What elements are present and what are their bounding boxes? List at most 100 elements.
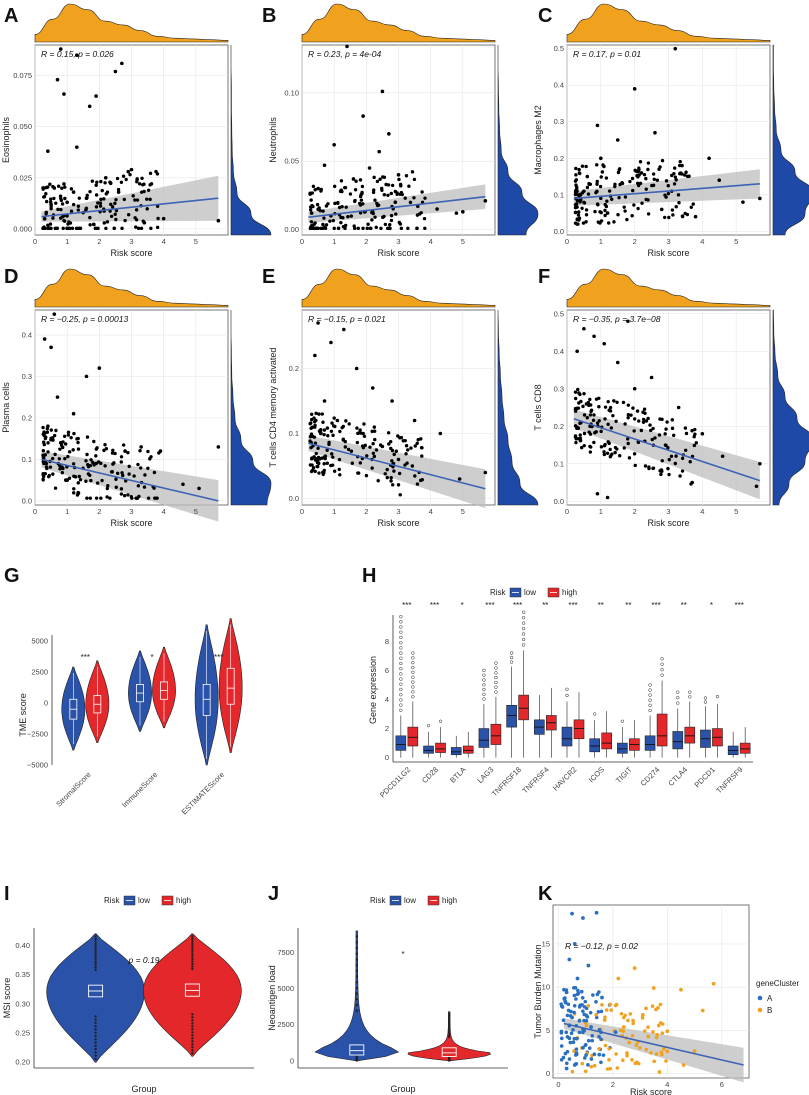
- y-tick-label: 0.25: [15, 1029, 30, 1038]
- data-point: [612, 399, 616, 403]
- data-point: [646, 161, 651, 165]
- data-point: [599, 219, 604, 223]
- k-legend-swatch-B: [757, 1007, 763, 1013]
- x-category-label: ImmuneScore: [120, 770, 159, 809]
- data-point: [412, 418, 417, 423]
- data-point: [58, 47, 63, 51]
- data-point-a: [597, 1052, 602, 1057]
- data-point: [51, 216, 55, 220]
- data-point: [670, 208, 675, 212]
- outlier: [648, 688, 652, 692]
- outlier: [94, 935, 97, 938]
- data-point: [77, 474, 82, 479]
- data-point: [86, 472, 91, 476]
- outlier: [355, 1009, 358, 1012]
- h-legend-label-low: low: [524, 588, 536, 597]
- i-legend-title: Risk: [104, 896, 121, 905]
- data-point: [103, 181, 107, 185]
- data-point: [592, 440, 596, 445]
- outlier: [448, 1026, 451, 1030]
- data-point: [630, 1058, 634, 1062]
- h-legend-title: Risk: [490, 588, 507, 597]
- outlier: [438, 719, 443, 723]
- outlier: [191, 1016, 194, 1019]
- data-point: [197, 486, 201, 491]
- data-point: [649, 375, 654, 380]
- data-point: [115, 176, 120, 181]
- data-point: [100, 478, 104, 483]
- data-point: [358, 428, 362, 432]
- data-point: [103, 442, 107, 447]
- data-point: [309, 211, 314, 215]
- outlier: [482, 678, 486, 682]
- data-point: [608, 409, 613, 413]
- p-value-annotation: p = 0.19: [128, 955, 160, 965]
- data-point: [588, 397, 592, 402]
- data-point: [156, 216, 160, 221]
- data-point: [122, 493, 127, 498]
- data-point: [89, 458, 93, 462]
- data-point: [78, 226, 82, 231]
- outlier: [521, 632, 526, 636]
- x-category-label: HAVCR2: [551, 765, 578, 792]
- data-point: [688, 459, 692, 464]
- data-point: [317, 471, 321, 475]
- data-point: [574, 183, 578, 187]
- data-point: [139, 190, 144, 194]
- data-point: [407, 184, 411, 188]
- outlier: [191, 1019, 194, 1022]
- data-point: [69, 209, 74, 213]
- data-point: [308, 192, 312, 196]
- data-point: [597, 1034, 601, 1039]
- data-point: [49, 345, 53, 350]
- data-point: [588, 182, 593, 186]
- data-point: [637, 166, 641, 170]
- data-point: [639, 171, 644, 175]
- data-point: [116, 187, 121, 192]
- data-point: [594, 1012, 598, 1017]
- outlier: [355, 952, 358, 955]
- data-point: [96, 201, 100, 205]
- x-tick-label: 3: [396, 507, 400, 516]
- data-point: [603, 208, 607, 213]
- data-point: [308, 422, 312, 426]
- box-low: [561, 726, 573, 747]
- data-point: [597, 1047, 601, 1051]
- data-point-b: [692, 1049, 697, 1054]
- y-tick-label: 2: [385, 724, 389, 733]
- y-axis-label: Macrophages M2: [533, 105, 543, 175]
- outlier: [688, 695, 692, 699]
- data-point: [610, 452, 614, 456]
- data-point: [41, 448, 46, 453]
- data-point: [649, 428, 653, 433]
- data-point: [388, 223, 392, 227]
- data-point: [61, 226, 65, 231]
- data-point: [559, 1044, 564, 1048]
- data-point: [639, 428, 644, 433]
- outlier: [191, 1037, 194, 1040]
- data-point: [313, 188, 317, 192]
- data-point: [216, 445, 221, 449]
- y-axis-label: T cells CD4 memory activated: [268, 348, 278, 468]
- data-point: [581, 221, 586, 225]
- data-point: [113, 201, 117, 206]
- correlation-annotation: R = −0.12, p = 0.02: [565, 941, 638, 951]
- y-tick-label: 0.0: [289, 494, 299, 503]
- data-point: [586, 1003, 591, 1008]
- data-point: [65, 214, 69, 218]
- data-point: [105, 220, 110, 224]
- data-point: [568, 1040, 573, 1045]
- data-point: [135, 179, 139, 184]
- data-point: [382, 193, 387, 197]
- data-point: [640, 201, 644, 205]
- significance-mark: ***: [214, 653, 223, 662]
- box-low: [589, 738, 600, 753]
- data-point: [587, 1046, 592, 1050]
- data-point: [52, 186, 57, 190]
- data-point: [379, 226, 383, 231]
- data-point: [141, 183, 145, 187]
- data-point: [423, 226, 427, 231]
- data-point: [582, 1056, 587, 1060]
- data-point: [606, 399, 610, 404]
